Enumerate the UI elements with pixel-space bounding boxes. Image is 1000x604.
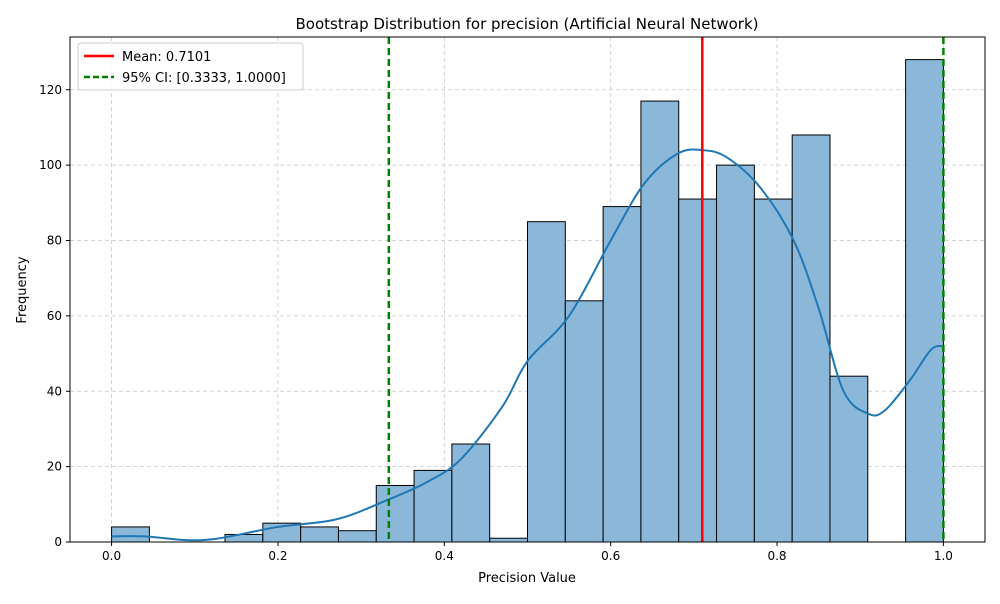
histogram-bar — [375, 484, 415, 543]
legend: Mean: 0.7101 95% CI: [0.3333, 1.0000] — [77, 42, 304, 91]
kde-layer — [111, 148, 944, 542]
legend-mean-label: Mean: 0.7101 — [122, 50, 211, 65]
histogram-bar — [413, 469, 453, 543]
histogram-bar — [602, 206, 642, 543]
ticks-layer: 0.0 0.2 0.4 0.6 0.8 1.0 0 20 40 60 80 100 120 — [39, 83, 953, 563]
histogram-bar — [753, 198, 793, 543]
kde-curve — [111, 148, 944, 542]
y-tick-label: 60 — [47, 309, 62, 323]
x-tick-label: 0.0 — [102, 549, 121, 563]
histogram-bar — [111, 526, 150, 543]
histogram-bar — [716, 164, 755, 543]
y-tick-label: 20 — [47, 460, 62, 474]
histogram-bar — [678, 198, 718, 543]
bars-layer — [111, 59, 944, 543]
histogram-bar — [905, 59, 944, 543]
y-tick-label: 120 — [39, 83, 62, 97]
histogram-bar — [489, 537, 529, 543]
y-tick-label: 0 — [54, 535, 62, 549]
legend-ci-label: 95% CI: [0.3333, 1.0000] — [122, 71, 286, 86]
x-tick-label: 1.0 — [934, 549, 953, 563]
x-axis-label: Precision Value — [478, 571, 576, 586]
y-axis-label: Frequency — [15, 256, 30, 323]
y-tick-label: 80 — [47, 234, 62, 248]
histogram-bar — [564, 300, 604, 543]
x-tick-label: 0.8 — [767, 549, 786, 563]
histogram-bar — [300, 526, 339, 543]
histogram-bar — [337, 530, 377, 543]
x-tick-label: 0.2 — [268, 549, 287, 563]
axes-frame — [69, 36, 986, 543]
histogram-bar — [527, 221, 566, 543]
legend-box — [77, 42, 304, 91]
x-tick-label: 0.4 — [435, 549, 454, 563]
y-tick-label: 100 — [39, 158, 62, 172]
histogram-bar — [640, 100, 680, 543]
reference-lines-layer — [387, 37, 945, 542]
histogram-bar — [791, 134, 831, 543]
y-tick-label: 40 — [47, 384, 62, 398]
histogram-bar — [451, 443, 491, 543]
chart-title: Bootstrap Distribution for precision (Ar… — [295, 15, 758, 33]
x-tick-label: 0.6 — [601, 549, 620, 563]
